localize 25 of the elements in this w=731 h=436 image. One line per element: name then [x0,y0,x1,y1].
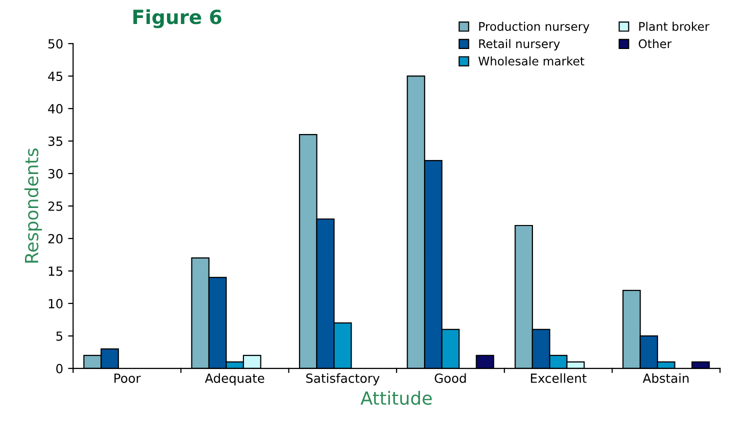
x-tick-label: Satisfactory [306,373,380,386]
y-tick-label: 30 [48,169,63,178]
y-tick-label: 35 [48,136,62,146]
legend-label: Retail nursery [479,39,560,50]
y-tick-label: 0 [56,364,63,374]
legend-label: Production nursery [479,22,590,34]
y-tick-label: 50 [48,39,63,49]
legend-label: Other [638,39,672,48]
x-tick-label: Excellent [530,373,587,383]
legend-label: Wholesale market [478,56,584,66]
x-tick-label: Abstain [642,373,689,383]
y-tick-label: 15 [48,266,62,276]
y-tick-label: 25 [48,201,62,211]
x-axis-title: Attitude [360,390,432,405]
x-tick-label: Good [434,373,466,383]
y-tick-label: 20 [48,234,63,244]
x-tick-label: Poor [114,374,141,383]
y-tick-label: 45 [48,72,62,82]
y-tick-label: 40 [48,104,63,114]
y-tick-label: 10 [48,298,63,308]
y-tick-label: 5 [56,332,62,341]
legend-label: Plant broker [639,22,710,31]
chart-title: Figure 6 [133,9,222,28]
y-axis-title: Respondents [24,148,42,263]
x-tick-label: Adequate [204,373,264,386]
